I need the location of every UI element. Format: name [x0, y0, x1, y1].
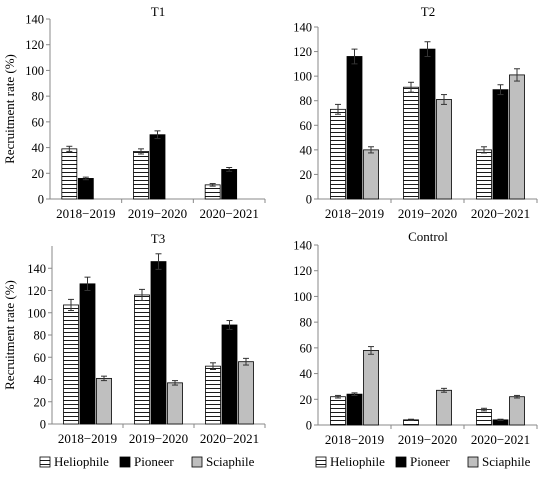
bar-sciaphile-0: [363, 350, 379, 426]
y-tick-label: 80: [34, 329, 47, 343]
y-tick-label: 60: [32, 115, 45, 129]
legend-label-pioneer: Pioneer: [134, 454, 174, 469]
y-tick-label: 60: [300, 119, 313, 133]
x-tick-label: 2020−2021: [471, 432, 530, 447]
chart-panel-3: Control 0 20 40 60 80 100 120 140 2018−2019 2019−2…: [293, 229, 538, 469]
bar-sciaphile-1: [167, 382, 183, 425]
bar-sciaphile-1: [436, 389, 452, 426]
bar-heliophile-2: [476, 409, 492, 426]
x-tick-label: 2020−2021: [471, 206, 530, 221]
bar-heliophile-1: [134, 294, 150, 425]
y-tick-label: 120: [293, 264, 312, 278]
legend-swatch-sciaphile: [191, 456, 203, 468]
y-tick-label: 140: [27, 262, 46, 276]
chart-panel-2: T3 Recruitment rate (%) 0 20 40 60 80 100 120 140…: [2, 231, 266, 469]
y-tick-label: 0: [306, 419, 312, 433]
y-tick-label: 140: [25, 13, 44, 27]
x-tick-label: 2019−2020: [128, 206, 187, 221]
y-tick-label: 100: [25, 64, 44, 78]
bar-sciaphile-0: [363, 149, 379, 200]
legend: Heliophile Pioneer Sciaphile: [39, 454, 255, 469]
chart-title: T3: [151, 231, 165, 246]
y-tick-label: 40: [32, 141, 45, 155]
x-tick-label: 2018−2019: [325, 432, 384, 447]
legend-swatch-heliophile: [39, 456, 51, 468]
y-tick-label: 20: [300, 168, 313, 182]
bar-pioneer-0: [79, 283, 96, 425]
y-tick-label: 0: [38, 193, 44, 207]
bar-heliophile-2: [204, 184, 221, 200]
bar-heliophile-0: [61, 148, 78, 200]
chart-panel-1: T2 0 20 40 60 80 100 120 140 2018−2019 2019−2020 20…: [293, 4, 538, 221]
y-tick-label: 80: [32, 90, 45, 104]
chart-panel-0: T1 Recruitment rate (%) 0 20 40 60 80 100 120 140…: [2, 4, 266, 221]
x-tick-label: 2019−2020: [129, 431, 188, 446]
legend-label-pioneer: Pioneer: [410, 454, 450, 469]
x-tick-label: 2018−2019: [58, 431, 117, 446]
bar-heliophile-0: [330, 396, 346, 426]
x-tick-label: 2019−2020: [398, 432, 457, 447]
legend-label-sciaphile: Sciaphile: [206, 454, 255, 469]
x-tick-label: 2018−2019: [325, 206, 384, 221]
y-tick-label: 100: [293, 290, 312, 304]
bar-pioneer-2: [221, 169, 238, 200]
y-tick-label: 0: [306, 193, 312, 207]
chart-title: Control: [408, 229, 448, 244]
bar-heliophile-2: [476, 149, 492, 200]
bar-pioneer-2: [221, 324, 238, 425]
y-tick-label: 20: [32, 167, 45, 181]
y-tick-label: 20: [34, 395, 47, 409]
bar-pioneer-0: [77, 178, 94, 200]
bar-heliophile-0: [330, 108, 346, 200]
bar-sciaphile-0: [96, 377, 112, 425]
bar-sciaphile-1: [436, 99, 452, 200]
legend-label-sciaphile: Sciaphile: [482, 454, 531, 469]
x-tick-label: 2019−2020: [398, 206, 457, 221]
y-tick-label: 60: [34, 351, 47, 365]
y-tick-label: 120: [25, 38, 44, 52]
bar-heliophile-1: [133, 151, 149, 200]
bar-pioneer-1: [150, 261, 167, 425]
y-tick-label: 80: [300, 94, 313, 108]
legend-swatch-pioneer: [395, 456, 407, 468]
y-tick-label: 80: [300, 316, 313, 330]
y-tick-label: 40: [34, 373, 47, 387]
legend-swatch-heliophile: [315, 456, 327, 468]
legend-label-heliophile: Heliophile: [54, 454, 109, 469]
y-tick-label: 100: [293, 70, 312, 84]
bar-sciaphile-2: [509, 74, 525, 200]
y-tick-label: 120: [293, 45, 312, 59]
y-axis-label: Recruitment rate (%): [2, 54, 17, 164]
bar-pioneer-1: [419, 48, 436, 200]
legend: Heliophile Pioneer Sciaphile: [315, 454, 531, 469]
bar-pioneer-2: [492, 89, 509, 200]
bar-sciaphile-2: [238, 361, 254, 425]
bar-sciaphile-2: [509, 396, 525, 426]
y-tick-label: 40: [300, 367, 313, 381]
bar-pioneer-1: [149, 134, 166, 200]
legend-swatch-pioneer: [119, 456, 131, 468]
legend-label-heliophile: Heliophile: [330, 454, 385, 469]
legend-swatch-sciaphile: [467, 456, 479, 468]
y-tick-label: 0: [40, 418, 46, 432]
x-tick-label: 2020−2021: [200, 431, 259, 446]
y-tick-label: 40: [300, 143, 313, 157]
y-tick-label: 100: [27, 306, 46, 320]
y-tick-label: 120: [27, 284, 46, 298]
chart-title: T1: [151, 4, 165, 19]
y-tick-label: 60: [300, 341, 313, 355]
bar-heliophile-0: [63, 304, 79, 425]
bar-heliophile-1: [403, 86, 419, 200]
bar-heliophile-2: [205, 365, 221, 425]
y-tick-label: 20: [300, 393, 313, 407]
bar-pioneer-0: [346, 393, 363, 426]
chart-title: T2: [421, 4, 435, 19]
x-tick-label: 2020−2021: [199, 206, 258, 221]
y-tick-label: 140: [293, 21, 312, 35]
x-tick-label: 2018−2019: [56, 206, 115, 221]
bar-pioneer-0: [346, 56, 363, 200]
y-tick-label: 140: [293, 239, 312, 253]
y-axis-label: Recruitment rate (%): [2, 280, 17, 390]
